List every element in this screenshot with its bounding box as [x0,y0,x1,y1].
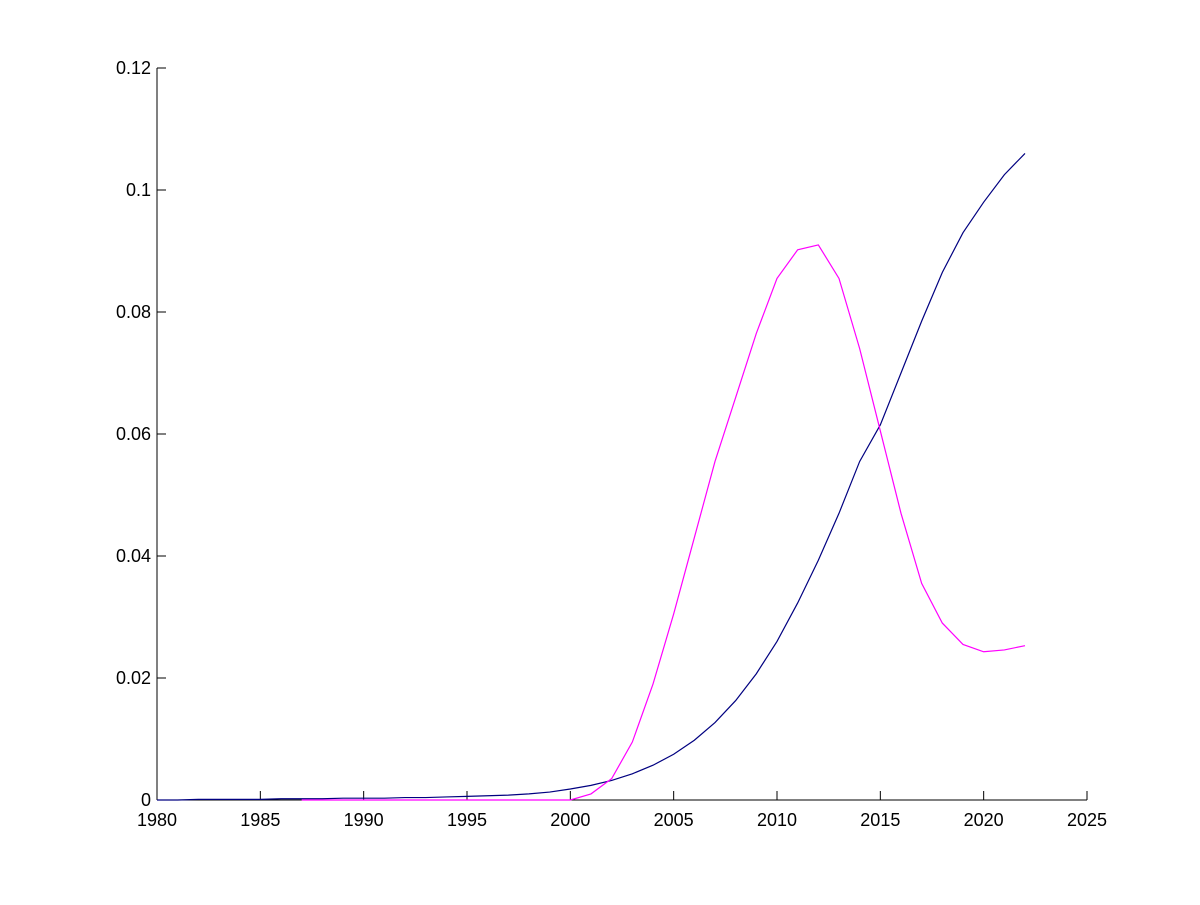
x-tick-label: 2005 [654,810,694,830]
y-tick-label: 0.06 [116,424,151,444]
x-tick-label: 1985 [240,810,280,830]
x-tick-label: 2020 [964,810,1004,830]
y-tick-label: 0.08 [116,302,151,322]
x-tick-label: 2015 [860,810,900,830]
y-tick-label: 0.1 [126,180,151,200]
series-line [157,152,1026,801]
x-tick-label: 2025 [1067,810,1107,830]
y-tick-label: 0.04 [116,546,151,566]
x-tick-label: 1995 [447,810,487,830]
series-line [301,244,1026,801]
x-tick-label: 1980 [137,810,177,830]
x-tick-label: 2000 [550,810,590,830]
x-tick-label: 2010 [757,810,797,830]
y-tick-label: 0.12 [116,58,151,78]
y-tick-label: 0.02 [116,668,151,688]
x-tick-label: 1990 [344,810,384,830]
y-tick-label: 0 [141,790,151,810]
